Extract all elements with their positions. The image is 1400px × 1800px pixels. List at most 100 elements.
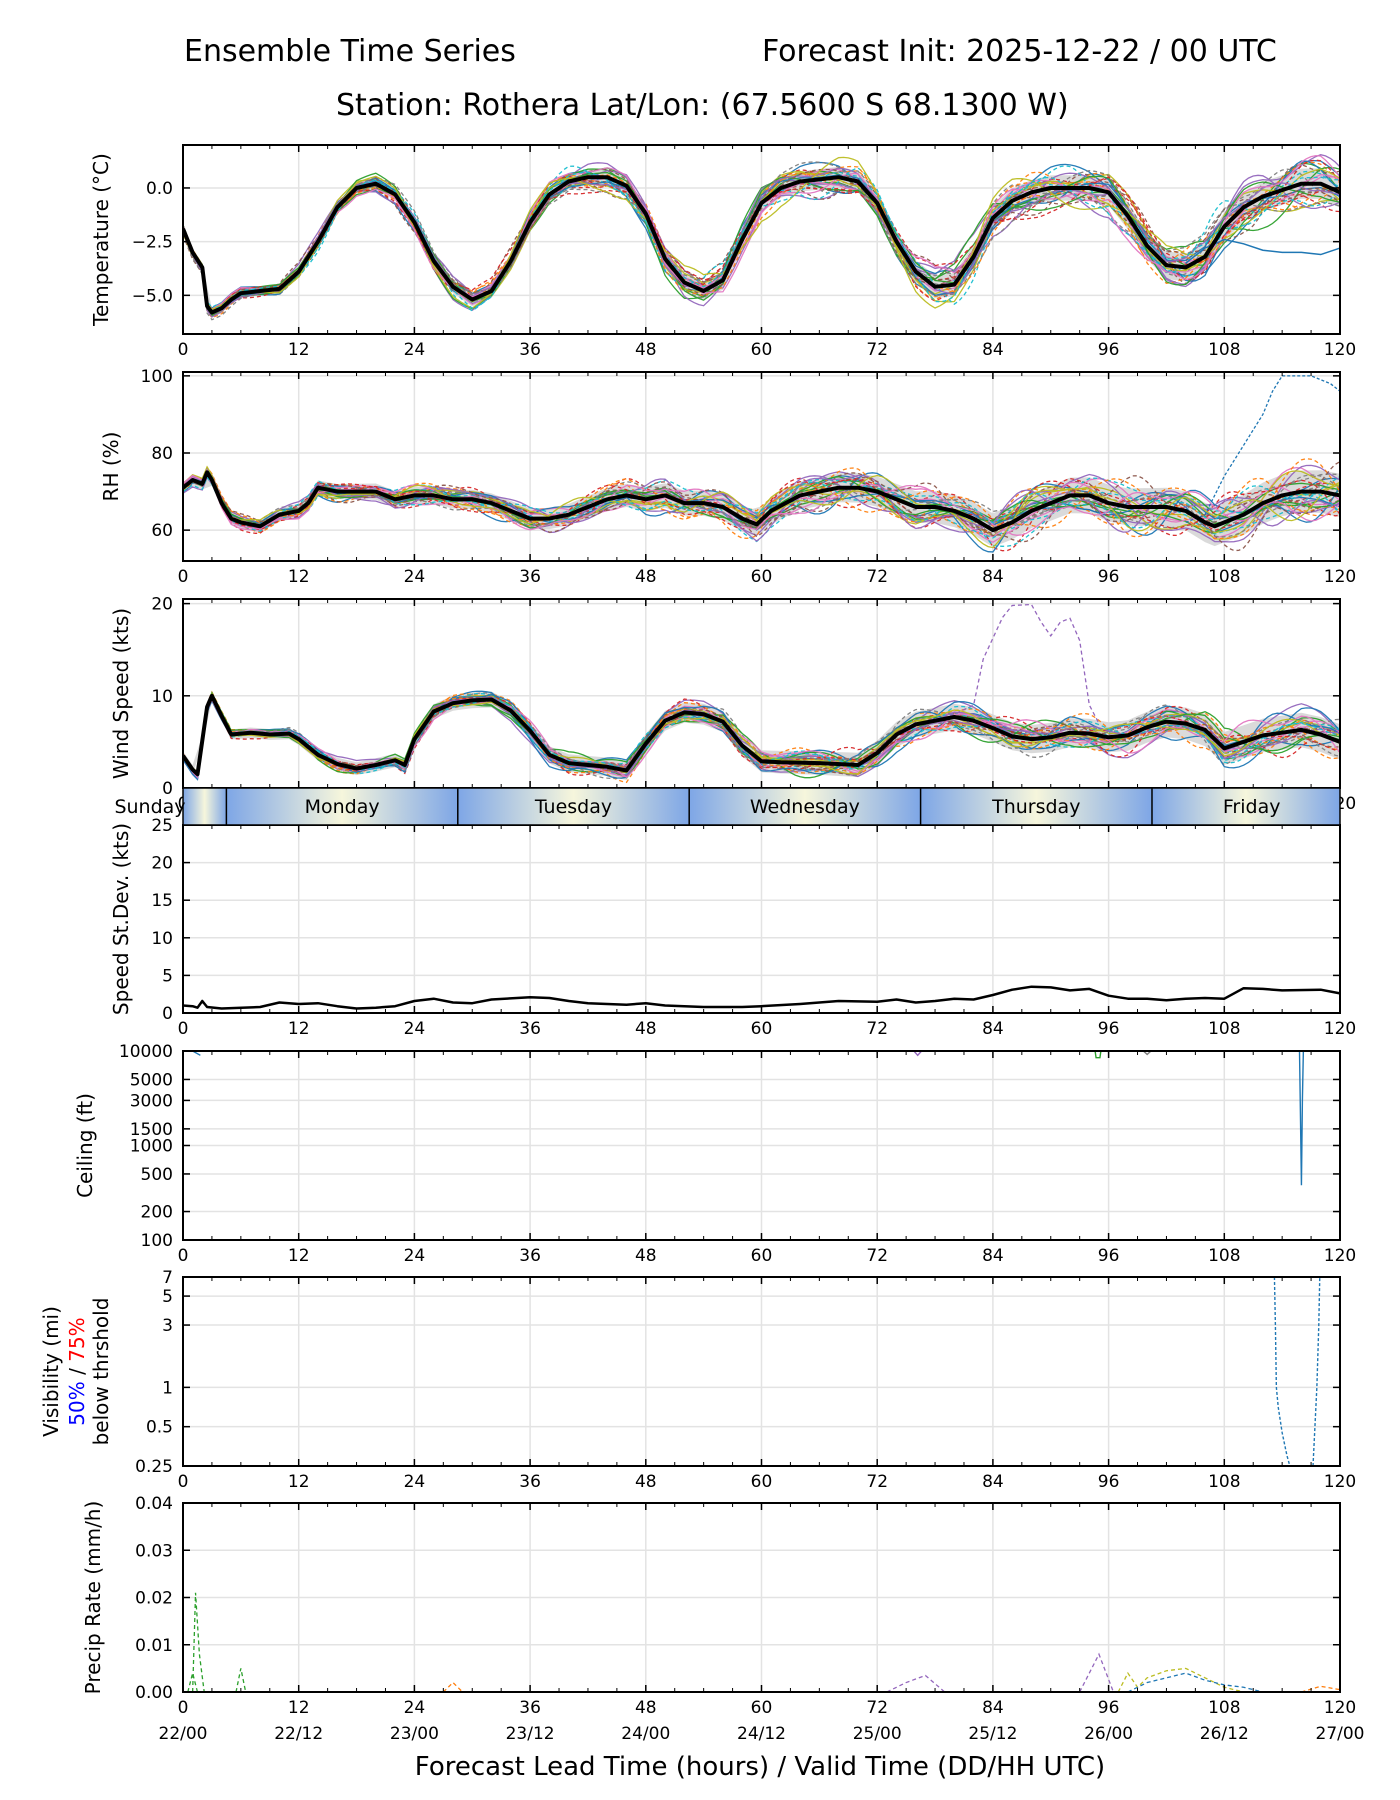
ensemble-rh [182,375,1341,553]
y-tick-label: 15 [151,891,173,911]
ensemble-member-line [182,694,1341,776]
x-tick-label: 36 [519,1246,541,1266]
y-tick-label: 0.5 [146,1418,173,1438]
x-tick-label: 120 [1324,567,1356,587]
ensemble-member-line [182,163,1341,318]
y-tick-label: 0.00 [135,1683,173,1703]
ceiling-trace [1094,1050,1102,1059]
ensemble-member-line [182,692,1341,780]
x-tick-label: 84 [982,1698,1004,1718]
y-tick-label: −2.5 [132,233,173,253]
x-tick-label: 48 [635,567,657,587]
x-tick-label: 24 [404,1698,426,1718]
ensemble-member-line [182,159,1341,314]
x-tick-label: 108 [1208,567,1240,587]
y-tick-label: −5.0 [132,286,173,306]
ensemble-mean-line [182,175,1341,315]
day-label: Monday [305,796,380,818]
y-tick-label: 0.25 [135,1457,173,1477]
precip-trace [191,1592,205,1693]
y-tick-label: 3000 [130,1091,173,1111]
x-tick-label: 108 [1208,1472,1240,1492]
day-segment: Sunday [114,788,227,825]
x-tick-label: 12 [288,1698,310,1718]
valid-time-label: 26/12 [1200,1724,1249,1744]
day-fill [183,788,227,825]
forecast-init-label: Forecast Init: 2025-12-22 / 00 UTC [762,34,1277,69]
day-fill [920,788,1152,825]
day-label: Friday [1223,796,1281,818]
day-segment: Friday [1151,788,1340,825]
y-tick-label: 500 [141,1165,173,1185]
panel-vis: 0 12 24 36 48 60 72 84 96 108 120 0.25 0.5 1 3 57 Visibi… [39,1268,1356,1492]
y-tick-label: 20 [151,854,173,874]
ensemble-member-line [182,156,1341,311]
ensemble-member-line [182,169,1341,317]
x-tick-label: 24 [404,1019,426,1039]
precip-trace [1079,1652,1115,1693]
y-tick-label: 5000 [130,1070,173,1090]
y-tick-label: 0.04 [135,1494,173,1514]
y-tick-label: 0.03 [135,1541,173,1561]
y-axis-label: RH (%) [99,432,123,502]
x-tick-label: 96 [1098,567,1120,587]
x-tick-label: 48 [635,1019,657,1039]
x-tick-label: 96 [1098,340,1120,360]
y-tick-label: 20 [151,595,173,615]
valid-time-label: 23/12 [506,1724,555,1744]
day-bar-frame [182,787,1341,826]
ensemble-member-line [182,165,1341,312]
outlier-member-line [1185,375,1341,524]
ensemble-member-line [182,171,1341,312]
chart-title: Ensemble Time Series [184,34,516,69]
x-tick-label: 36 [519,1698,541,1718]
day-fill [457,788,690,825]
y-tick-label: 3 [162,1316,173,1336]
ceiling-trace [1142,1050,1152,1056]
x-tick-label: 12 [288,1019,310,1039]
x-tick-label: 72 [866,1698,888,1718]
valid-time-label: 22/00 [159,1724,208,1744]
x-tick-label: 72 [866,567,888,587]
x-tick-label: 108 [1208,1019,1240,1039]
y-tick-label: 0.02 [135,1589,173,1609]
x-tick-label: 72 [866,340,888,360]
ensemble-member-line [182,465,1341,539]
y-tick-label: 0.0 [146,179,173,199]
y-tick-label: 100 [141,1231,173,1251]
precip-trace [1127,1672,1264,1693]
x-tick-label: 60 [751,1246,773,1266]
ensemble-temp [182,154,1341,321]
x-tick-label: 120 [1324,1246,1356,1266]
ensemble-member-line [182,694,1341,777]
y-tick-label: 1 [162,1378,173,1398]
x-tick-label: 108 [1208,1246,1240,1266]
x-tick-label: 96 [1098,1472,1120,1492]
x-tick-label: 72 [866,1246,888,1266]
x-tick-label: 36 [519,567,541,587]
y-tick-label: 1500 [130,1120,173,1140]
panel-rh: 0 12 24 36 48 60 72 84 96 108 120 60 80 100 RH (%) [99,367,1356,587]
x-tick-label: 84 [982,340,1004,360]
valid-time-label: 26/00 [1084,1724,1133,1744]
y-axis-label-sub: below thrshold [89,1298,113,1446]
day-label: Tuesday [534,796,612,818]
x-tick-label: 72 [866,1472,888,1492]
bottom-axis: 22/00 22/12 23/00 23/12 24/00 24/12 25/00 25/12… [159,1724,1365,1782]
day-segment: Monday [225,788,458,825]
ensemble-member-line [182,161,1341,321]
precip-trace [886,1674,946,1693]
precip-trace [235,1668,247,1693]
y-tick-label: 0.01 [135,1636,173,1656]
day-bar: Sunday Monday Tuesday Wednesday Thursday Frid… [114,787,1341,826]
valid-time-label: 25/12 [968,1724,1017,1744]
x-tick-label: 120 [1324,1019,1356,1039]
x-tick-label: 96 [1098,1698,1120,1718]
y-tick-label: 5 [162,1287,173,1307]
x-tick-label: 0 [178,1246,189,1266]
x-tick-label: 84 [982,1019,1004,1039]
valid-time-label: 24/12 [737,1724,786,1744]
day-segment: Wednesday [688,788,921,825]
station-label: Station: Rothera Lat/Lon: (67.5600 S 68.… [336,88,1069,123]
ceiling-trace [913,1050,923,1057]
